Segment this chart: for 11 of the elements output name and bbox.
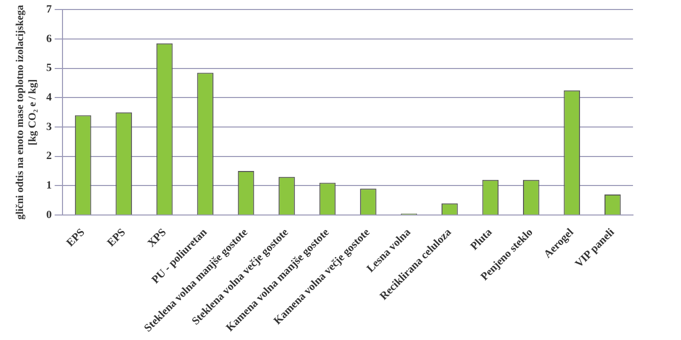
y-tick-label: 4 (46, 92, 52, 104)
y-tick-label: 6 (46, 32, 52, 45)
y-axis-title: glični odtis na enoto mase toplotno izolacijskega [kg CO₂ e / kg] (15, 4, 39, 220)
y-tick-label: 3 (46, 120, 52, 133)
x-tick-label: EPS (64, 226, 88, 250)
y-tick-label: 0 (46, 208, 52, 221)
y-tick-label: 1 (46, 180, 52, 192)
y-tick-label: 5 (46, 62, 52, 74)
x-tick-label: EPS (105, 226, 128, 250)
y-tick-label: 7 (46, 3, 52, 16)
y-tick-label: 2 (46, 150, 52, 162)
